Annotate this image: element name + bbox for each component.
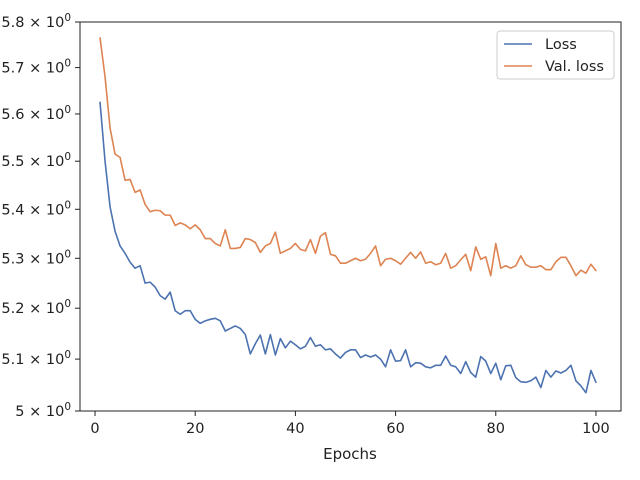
legend: Loss Val. loss	[496, 30, 615, 80]
y-tick-base: 5.3	[1, 251, 24, 267]
y-tick-exponent: 0	[64, 298, 71, 310]
y-tick-label: 5.3 × 100	[1, 248, 71, 267]
y-tick-base: 5.4	[1, 202, 24, 218]
x-axis: 0 20 40 60 80 100	[90, 411, 610, 437]
y-tick-label: 5.6 × 100	[1, 104, 71, 123]
x-tick-label: 80	[487, 421, 505, 437]
legend-label: Val. loss	[545, 59, 604, 75]
series-line-val-loss	[99, 37, 597, 277]
x-tick-label: 60	[386, 421, 404, 437]
y-tick-base: 5.5	[1, 154, 24, 170]
legend-label: Loss	[545, 37, 577, 53]
x-axis-label: Epochs	[323, 445, 377, 463]
y-tick-base: 5.2	[1, 301, 24, 317]
y-tick-label: 5.2 × 100	[1, 298, 71, 317]
y-tick-base: 5.1	[1, 352, 24, 368]
y-tick-exponent: 0	[64, 349, 71, 361]
y-axis: 5 × 100 5.1 × 100 5.2 × 100 5.3 × 100 5.4 × …	[1, 12, 80, 420]
y-tick-label: 5.8 × 100	[1, 12, 71, 31]
y-tick-exponent: 0	[64, 104, 71, 116]
y-tick-exponent: 0	[64, 151, 71, 163]
y-tick-exponent: 0	[64, 12, 71, 24]
y-tick-base: 5.8	[1, 15, 24, 31]
series-layer	[99, 37, 597, 394]
y-tick-base: 5.6	[1, 107, 24, 123]
y-tick-exponent: 0	[64, 199, 71, 211]
y-tick-base: 5.7	[1, 61, 24, 77]
y-tick-label: 5.1 × 100	[1, 349, 71, 368]
y-tick-base: 5	[15, 404, 24, 420]
y-tick-exponent: 0	[64, 248, 71, 260]
x-tick-label: 40	[286, 421, 304, 437]
y-tick-label: 5.7 × 100	[1, 58, 71, 77]
y-tick-label: 5 × 100	[15, 401, 71, 420]
x-tick-label: 100	[582, 421, 610, 437]
plot-area	[80, 22, 621, 411]
legend-box	[496, 30, 615, 80]
plot-frame	[79, 21, 622, 412]
y-tick-exponent: 0	[64, 401, 71, 413]
y-tick-exponent: 0	[64, 58, 71, 70]
y-tick-label: 5.5 × 100	[1, 151, 71, 170]
y-tick-label: 5.4 × 100	[1, 199, 71, 218]
x-tick-label: 0	[90, 421, 99, 437]
x-tick-label: 20	[186, 421, 204, 437]
series-line-loss	[99, 101, 597, 394]
